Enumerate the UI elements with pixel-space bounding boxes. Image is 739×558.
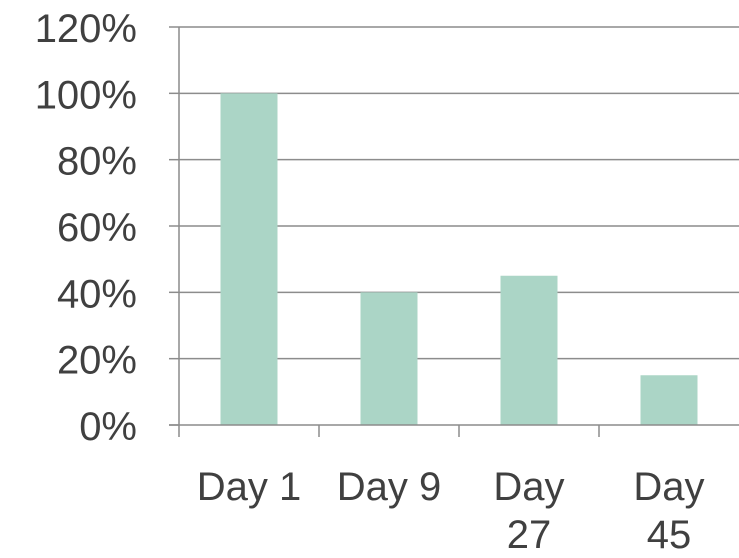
y-tick-label: 60% [57, 206, 137, 250]
bar [640, 375, 698, 425]
bar [500, 275, 558, 425]
y-tick-label: 20% [57, 339, 137, 383]
y-tick-label: 100% [35, 73, 137, 117]
y-tick-label: 120% [35, 7, 137, 51]
y-tick-labels: 0% 20% 40% 60% 80% 100% 120% [35, 7, 137, 449]
y-tick-label: 80% [57, 140, 137, 184]
y-tick-label: 40% [57, 272, 137, 316]
x-category-label: Day 1 [197, 465, 302, 509]
x-category-label: Day 9 [337, 465, 442, 509]
bar [360, 292, 418, 425]
y-tick-label: 0% [79, 405, 137, 449]
axes [169, 26, 739, 437]
x-category-label: Day 45 [633, 465, 704, 557]
bars [220, 93, 698, 425]
x-category-label: Day 27 [493, 465, 564, 557]
bar [220, 93, 278, 425]
x-category-labels: Day 1 Day 9 Day 27 Day 45 [197, 465, 705, 557]
